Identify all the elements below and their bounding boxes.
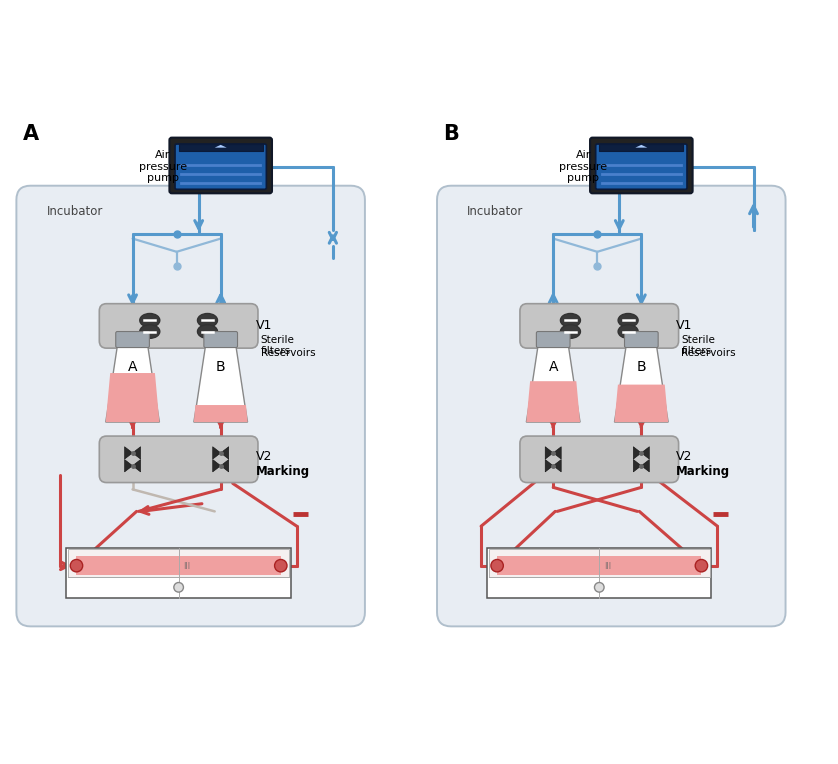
Polygon shape xyxy=(641,459,649,472)
Text: Incubator: Incubator xyxy=(467,205,524,218)
Text: V2: V2 xyxy=(676,449,692,463)
Text: V1: V1 xyxy=(676,319,692,332)
Bar xyxy=(489,549,710,577)
FancyBboxPatch shape xyxy=(520,303,679,348)
Bar xyxy=(497,556,701,575)
Polygon shape xyxy=(526,381,580,422)
Text: |||: ||| xyxy=(183,562,190,569)
Ellipse shape xyxy=(618,313,638,327)
FancyBboxPatch shape xyxy=(116,332,149,348)
Polygon shape xyxy=(546,447,553,459)
Polygon shape xyxy=(132,447,141,459)
Circle shape xyxy=(70,559,83,572)
Text: Air
pressure
pump: Air pressure pump xyxy=(559,151,608,183)
Polygon shape xyxy=(634,459,641,472)
Text: Air
pressure
pump: Air pressure pump xyxy=(138,151,187,183)
Ellipse shape xyxy=(140,325,160,338)
FancyBboxPatch shape xyxy=(169,138,272,193)
Ellipse shape xyxy=(140,313,160,327)
Bar xyxy=(487,549,711,598)
FancyBboxPatch shape xyxy=(437,186,785,626)
Polygon shape xyxy=(635,145,647,147)
Bar xyxy=(66,549,291,598)
Polygon shape xyxy=(546,459,553,472)
Polygon shape xyxy=(125,459,132,472)
Text: V2: V2 xyxy=(256,449,272,463)
FancyBboxPatch shape xyxy=(536,332,570,348)
Text: A: A xyxy=(128,361,137,374)
Text: B: B xyxy=(443,124,459,144)
Ellipse shape xyxy=(561,325,581,338)
Text: Reservoirs: Reservoirs xyxy=(681,348,736,358)
Text: |||: ||| xyxy=(603,562,611,569)
Text: A: A xyxy=(548,361,558,374)
Ellipse shape xyxy=(198,313,218,327)
FancyBboxPatch shape xyxy=(17,186,365,626)
Polygon shape xyxy=(106,373,159,422)
Ellipse shape xyxy=(618,325,638,338)
Polygon shape xyxy=(553,459,561,472)
Text: Reservoirs: Reservoirs xyxy=(261,348,315,358)
Bar xyxy=(76,556,281,575)
Polygon shape xyxy=(220,459,229,472)
Text: Marking: Marking xyxy=(676,465,730,478)
Polygon shape xyxy=(213,459,220,472)
Text: A: A xyxy=(23,124,39,144)
Circle shape xyxy=(696,559,707,572)
Polygon shape xyxy=(194,346,247,422)
FancyBboxPatch shape xyxy=(100,303,258,348)
Bar xyxy=(599,144,684,151)
Circle shape xyxy=(491,559,504,572)
Polygon shape xyxy=(106,346,159,422)
Polygon shape xyxy=(125,447,132,459)
Polygon shape xyxy=(194,405,247,422)
FancyBboxPatch shape xyxy=(624,332,658,348)
FancyBboxPatch shape xyxy=(520,436,679,483)
Circle shape xyxy=(275,559,287,572)
Polygon shape xyxy=(553,447,561,459)
Polygon shape xyxy=(213,447,220,459)
Polygon shape xyxy=(132,459,141,472)
Text: Sterile
filters: Sterile filters xyxy=(681,335,716,356)
Circle shape xyxy=(173,582,184,592)
Bar xyxy=(68,549,289,577)
Text: V1: V1 xyxy=(256,319,272,332)
Text: Incubator: Incubator xyxy=(46,205,103,218)
Text: Sterile
filters: Sterile filters xyxy=(261,335,295,356)
Polygon shape xyxy=(641,447,649,459)
Polygon shape xyxy=(220,447,229,459)
Polygon shape xyxy=(614,384,668,422)
FancyBboxPatch shape xyxy=(100,436,258,483)
Text: Marking: Marking xyxy=(256,465,310,478)
FancyBboxPatch shape xyxy=(596,144,687,189)
Circle shape xyxy=(594,582,604,592)
Ellipse shape xyxy=(561,313,581,327)
Bar xyxy=(178,144,263,151)
Polygon shape xyxy=(614,346,668,422)
Polygon shape xyxy=(215,145,227,147)
FancyBboxPatch shape xyxy=(175,144,266,189)
Polygon shape xyxy=(526,346,580,422)
Polygon shape xyxy=(634,447,641,459)
Text: B: B xyxy=(637,361,646,374)
Text: B: B xyxy=(216,361,225,374)
FancyBboxPatch shape xyxy=(204,332,237,348)
FancyBboxPatch shape xyxy=(590,138,693,193)
Ellipse shape xyxy=(198,325,218,338)
